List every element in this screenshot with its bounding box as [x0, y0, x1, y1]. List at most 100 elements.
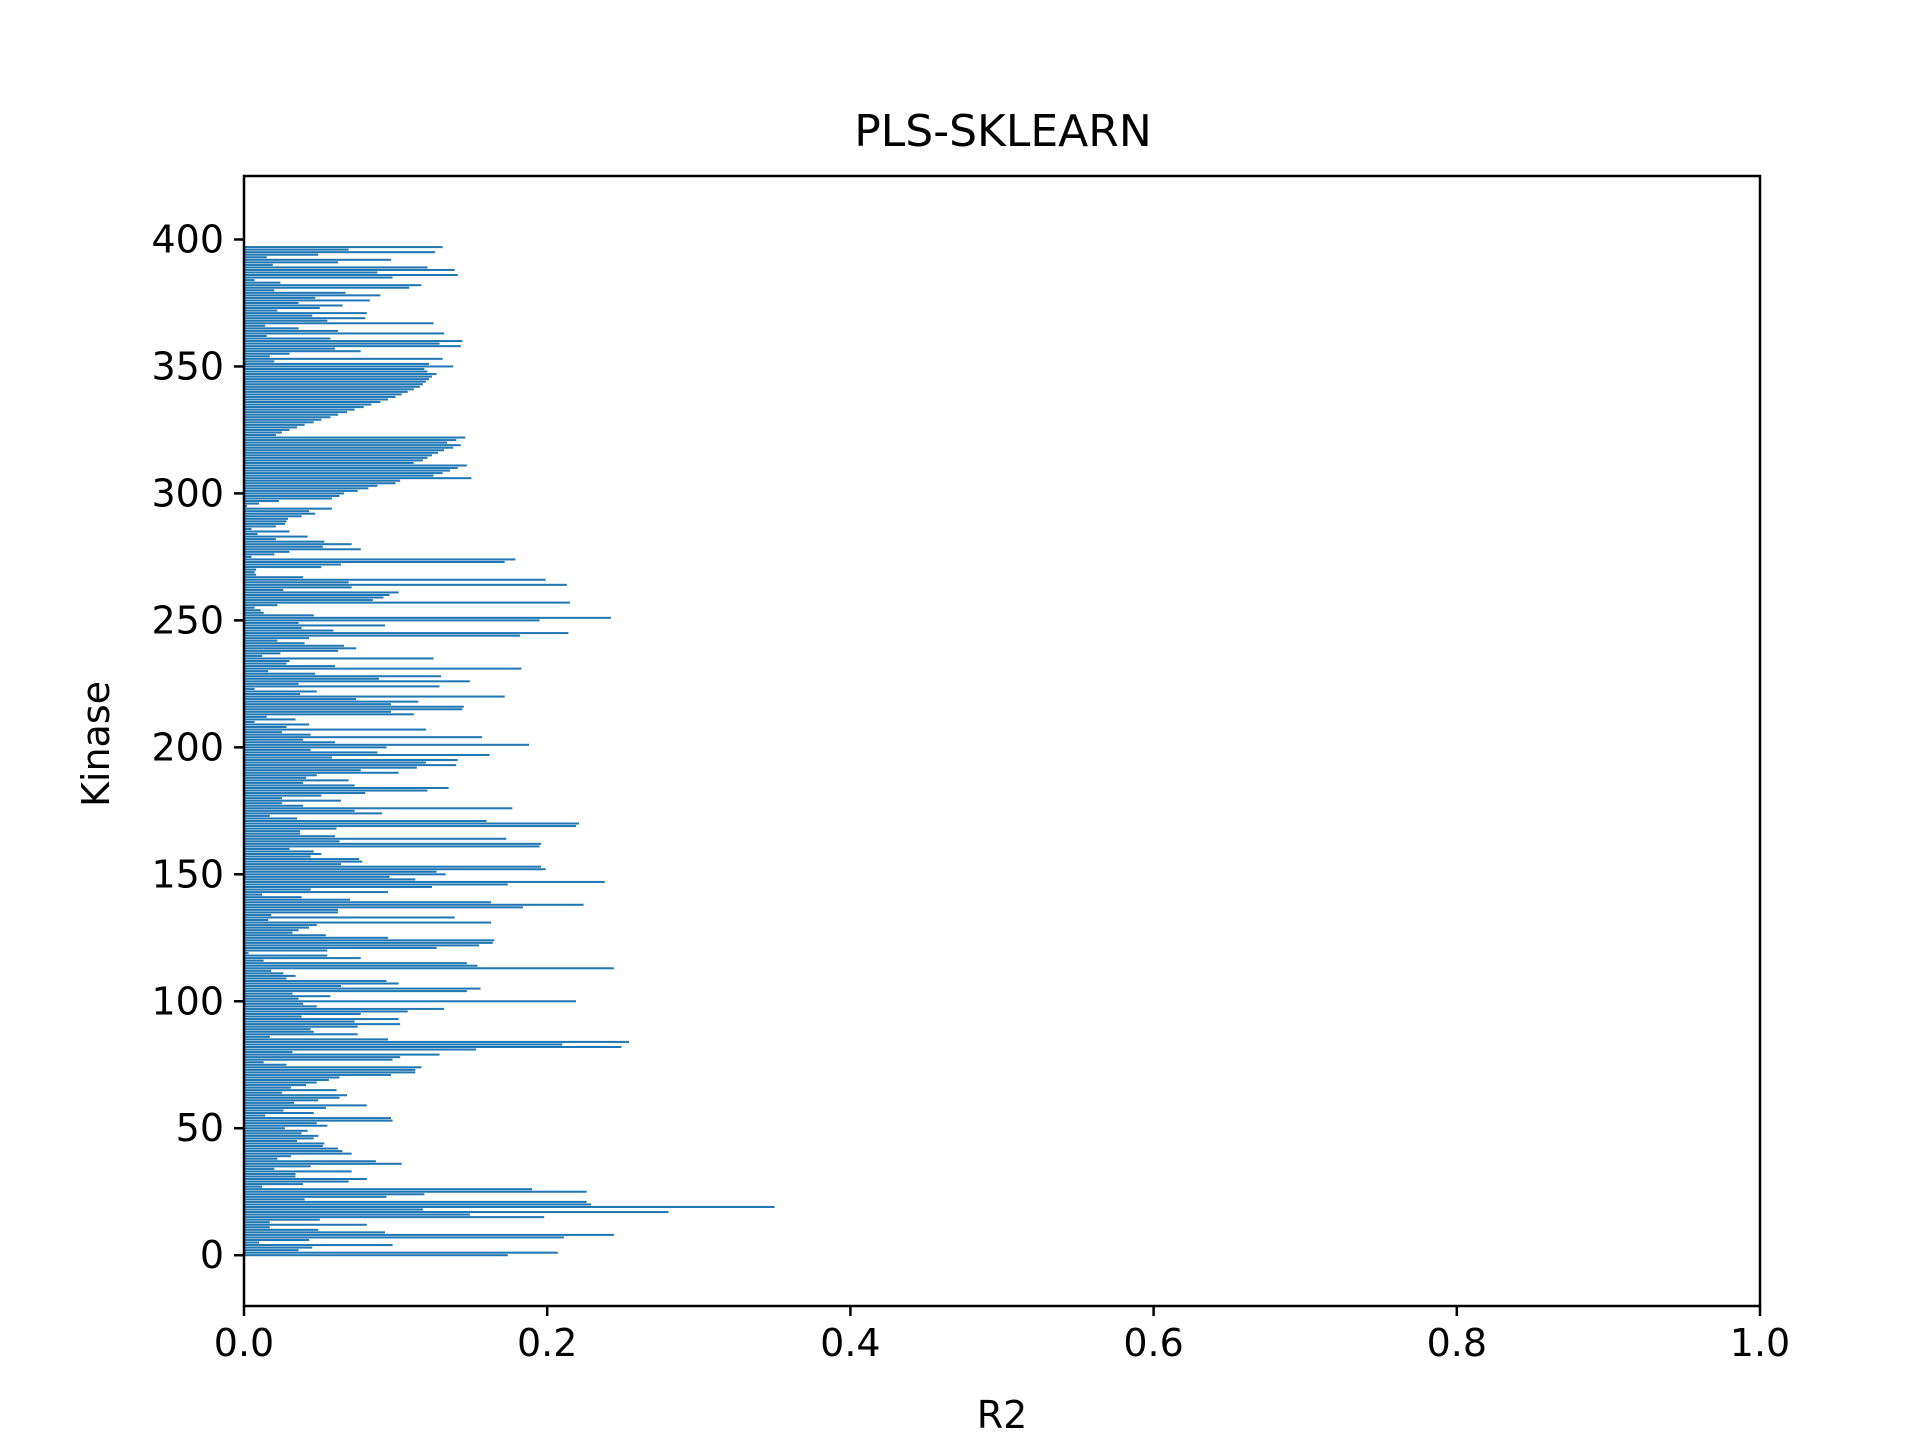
- bar: [244, 756, 332, 759]
- bar: [244, 451, 439, 454]
- bar: [244, 274, 458, 277]
- bar: [244, 568, 257, 571]
- bar: [244, 1198, 305, 1201]
- x-tick-label: 1.0: [1730, 1321, 1790, 1365]
- bar: [244, 728, 426, 731]
- bar: [244, 995, 331, 998]
- bar: [244, 1078, 329, 1082]
- chart-title: PLS-SKLEARN: [854, 106, 1152, 157]
- bar: [244, 825, 577, 828]
- bar: [244, 1089, 337, 1092]
- bar: [244, 294, 381, 297]
- y-tick-label: 400: [151, 217, 224, 261]
- bar: [244, 566, 322, 569]
- bar: [244, 1183, 304, 1186]
- bar: [244, 903, 584, 906]
- bar: [244, 972, 284, 975]
- bar: [244, 870, 437, 873]
- bar: [244, 883, 508, 886]
- bar: [244, 487, 369, 490]
- bar: [244, 558, 516, 561]
- bar: [244, 286, 410, 289]
- bar: [244, 289, 275, 292]
- x-axis-title: R2: [977, 1393, 1028, 1437]
- bar: [244, 1094, 348, 1097]
- bar: [244, 583, 567, 586]
- bar: [244, 680, 470, 683]
- bar: [244, 713, 414, 716]
- bar: [244, 360, 275, 363]
- bar: [244, 944, 479, 947]
- bar: [244, 632, 569, 635]
- x-tick-label: 0.4: [820, 1321, 880, 1365]
- bar: [244, 814, 270, 817]
- bar: [244, 908, 338, 911]
- bar: [244, 868, 546, 871]
- bar: [244, 1241, 260, 1244]
- bar: [244, 842, 542, 845]
- bar: [244, 355, 270, 358]
- bar: [244, 436, 466, 439]
- bar: [244, 479, 401, 482]
- plot-frame: [242, 174, 1762, 1308]
- bar: [244, 337, 331, 340]
- bar: [244, 1114, 266, 1117]
- bar: [244, 1119, 393, 1122]
- bar: [244, 835, 335, 838]
- y-tick-label: 200: [151, 725, 224, 769]
- bar: [244, 847, 290, 850]
- bar: [244, 461, 414, 464]
- bar: [244, 586, 352, 589]
- bar: [244, 672, 316, 675]
- bar: [244, 500, 279, 503]
- bar: [244, 1160, 376, 1163]
- bar: [244, 885, 432, 889]
- bar: [244, 662, 287, 665]
- bar: [244, 741, 335, 744]
- bar: [244, 413, 338, 416]
- bar: [244, 1109, 284, 1112]
- bar: [244, 467, 458, 470]
- bar: [244, 527, 252, 530]
- bar: [244, 1002, 304, 1005]
- bar: [244, 489, 358, 492]
- bar: [244, 375, 432, 378]
- bar: [244, 753, 490, 756]
- bar: [244, 779, 349, 782]
- bar: [244, 477, 472, 480]
- bar: [244, 593, 390, 597]
- bar: [244, 614, 314, 617]
- bar: [244, 985, 342, 988]
- bar: [244, 1150, 343, 1153]
- bar: [244, 840, 340, 843]
- bar: [244, 601, 570, 604]
- bar: [244, 639, 278, 642]
- bar: [244, 642, 305, 645]
- y-tick-label: 50: [176, 1106, 224, 1150]
- bar: [244, 327, 299, 330]
- bar: [244, 746, 387, 749]
- bar: [244, 256, 267, 259]
- bar: [244, 312, 367, 315]
- bar: [244, 962, 467, 965]
- bar: [244, 766, 417, 769]
- x-tick-label: 0.8: [1427, 1321, 1487, 1365]
- bar: [244, 726, 287, 729]
- y-axis-title: Kinase: [74, 681, 118, 807]
- bar: [244, 1068, 416, 1071]
- bar: [244, 263, 273, 266]
- bar: [244, 1007, 445, 1010]
- bar: [244, 439, 457, 442]
- bar: [244, 1246, 313, 1249]
- bar: [244, 708, 463, 711]
- bar: [244, 1152, 352, 1155]
- bar: [244, 1066, 422, 1069]
- bar: [244, 901, 492, 904]
- bar: [244, 1162, 402, 1165]
- bar: [244, 512, 316, 515]
- bar: [244, 1018, 399, 1021]
- bar: [244, 378, 429, 381]
- bar: [244, 596, 384, 599]
- bar: [244, 406, 364, 409]
- bar: [244, 1137, 314, 1140]
